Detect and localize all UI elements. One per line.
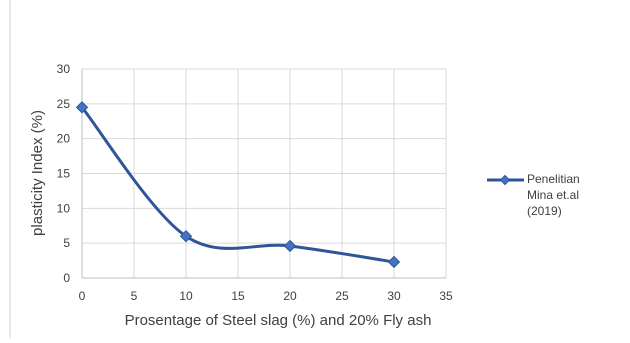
x-tick-label: 5: [131, 289, 138, 303]
data-point-marker: [283, 239, 297, 253]
data-point-marker: [179, 229, 193, 243]
gridlines: [82, 68, 447, 278]
data-point-marker: [75, 101, 89, 114]
legend-entry-line-1: Penelitian: [527, 172, 580, 186]
y-tick-label: 0: [63, 271, 70, 285]
legend-key: [487, 174, 524, 186]
y-tick-label: 5: [63, 236, 70, 250]
y-tick-label: 30: [57, 62, 71, 76]
legend: Penelitian Mina et.al (2019): [487, 172, 580, 218]
legend-entry-line-2: Mina et.al: [527, 188, 579, 202]
x-tick-label: 15: [231, 289, 245, 303]
series-layer: [75, 101, 401, 269]
y-axis-label: plasticity Index (%): [29, 110, 46, 236]
series-line: [80, 105, 396, 264]
x-tick-label: 20: [283, 289, 297, 303]
y-tick-label: 20: [57, 132, 71, 146]
legend-entry-line-3: (2019): [527, 204, 562, 218]
y-tick-label: 10: [57, 201, 71, 215]
x-tick-label: 25: [335, 289, 349, 303]
x-tick-label: 35: [439, 289, 453, 303]
legend-key-marker: [499, 174, 511, 186]
y-tick-label: 25: [57, 97, 71, 111]
x-tick-label: 30: [387, 289, 401, 303]
x-tick-label: 0: [79, 289, 86, 303]
x-tick-label: 10: [179, 289, 193, 303]
x-axis-label: Prosentage of Steel slag (%) and 20% Fly…: [125, 312, 432, 329]
data-point-marker: [387, 255, 401, 269]
tick-labels: 0 5 10 15 20 25 30 35 0 5 10 15 20 25 30: [57, 62, 453, 303]
y-tick-label: 15: [57, 167, 71, 181]
